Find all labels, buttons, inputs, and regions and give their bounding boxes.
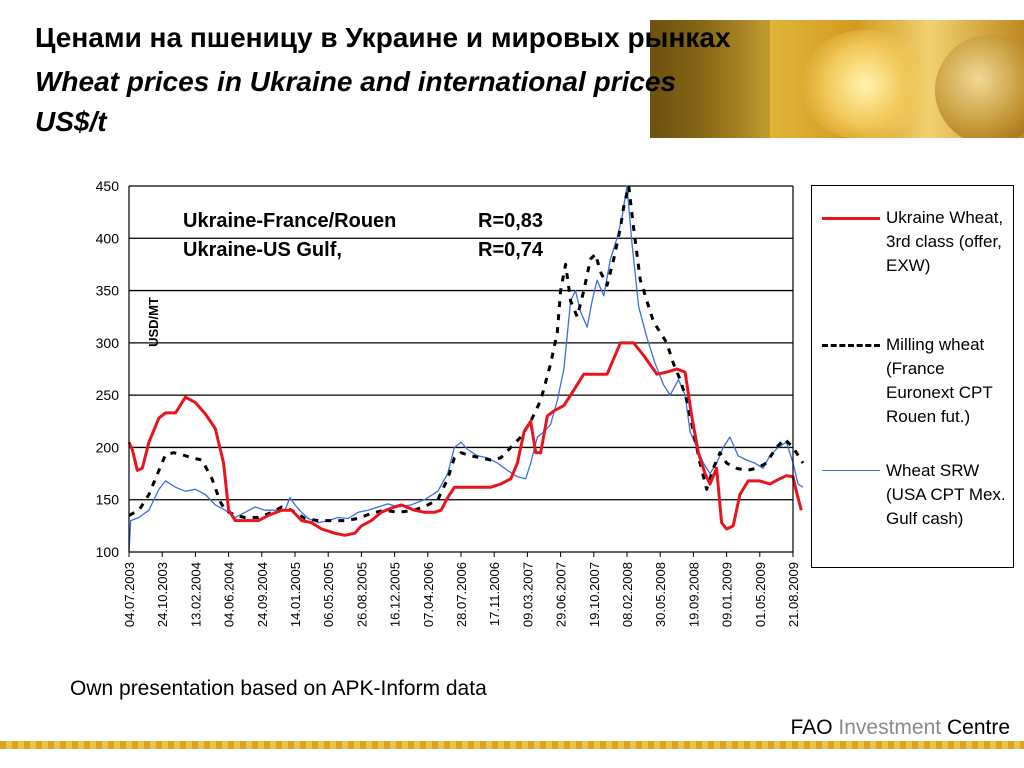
y-tick-label: 400 — [96, 230, 120, 246]
x-tick-label: 26.08.2005 — [354, 562, 369, 627]
x-tick-label: 14.01.2005 — [288, 562, 303, 627]
x-tick-label: 09.01.2009 — [720, 562, 735, 627]
y-tick-label: 200 — [96, 439, 120, 455]
legend-label-ukraine: Ukraine Wheat, 3rd class (offer, EXW) — [886, 208, 1004, 275]
x-tick-label: 24.10.2003 — [155, 562, 170, 627]
x-tick-label: 04.06.2004 — [222, 562, 237, 627]
footer-tail: Centre — [946, 716, 1010, 739]
x-tick-label: 19.09.2008 — [686, 562, 701, 627]
source-note: Own presentation based on APK-Inform dat… — [70, 677, 487, 700]
legend-swatch-france — [822, 344, 880, 347]
legend-swatch-ukraine — [822, 217, 880, 220]
x-tick-label: 08.02.2008 — [620, 562, 635, 627]
x-tick-label: 28.07.2006 — [454, 562, 469, 627]
y-tick-label: 250 — [96, 387, 120, 403]
annotation-label-0: Ukraine-France/Rouen — [183, 210, 396, 232]
chart-legend: Ukraine Wheat, 3rd class (offer, EXW) Mi… — [811, 185, 1014, 568]
annotation-value-0: R=0,83 — [478, 210, 543, 232]
x-tick-label: 16.12.2005 — [388, 562, 403, 627]
annotation-value-1: R=0,74 — [478, 239, 544, 261]
y-tick-label: 350 — [96, 283, 120, 299]
x-tick-label: 24.09.2004 — [255, 562, 270, 627]
footer-accent-word: Investment — [838, 716, 942, 739]
footer-bar — [0, 741, 1024, 749]
y-tick-label: 450 — [96, 178, 120, 194]
correlation-annotations: Ukraine-France/Rouen R=0,83 Ukraine-US Gul… — [183, 210, 544, 261]
title-unit: US$/t — [35, 106, 107, 137]
title-russian: Ценами на пшеницу в Украине и мировых ры… — [35, 22, 731, 53]
series-line-1 — [128, 184, 805, 523]
footer-brand: FAO Investment Centre — [791, 716, 1010, 740]
x-tick-label: 06.05.2005 — [321, 562, 336, 627]
axes — [128, 186, 794, 557]
x-tick-label: 17.11.2006 — [487, 562, 502, 626]
legend-label-france: Milling wheat (France Euronext CPT Rouen… — [886, 335, 993, 426]
title-english: Wheat prices in Ukraine and internationa… — [35, 66, 677, 97]
x-tick-label: 30.05.2008 — [653, 562, 668, 627]
x-tick-label: 07.04.2006 — [421, 562, 436, 627]
x-tick-label: 21.08.2009 — [786, 562, 801, 627]
series-lines — [127, 184, 805, 553]
y-tick-label: 300 — [96, 335, 120, 351]
series-line-0 — [127, 341, 803, 537]
tick-labels: 100 150 200 250 300 350 400 450 04.07.2003 24.10.… — [96, 178, 801, 627]
header-photo — [650, 20, 1024, 138]
y-tick-label: 100 — [96, 544, 120, 560]
x-tick-label: 29.06.2007 — [554, 562, 569, 627]
legend-swatch-us-gulf — [822, 470, 880, 471]
annotation-label-1: Ukraine-US Gulf, — [183, 239, 342, 261]
x-tick-label: 19.10.2007 — [587, 562, 602, 627]
x-tick-label: 13.02.2004 — [188, 562, 203, 627]
footer-org: FAO — [790, 716, 833, 739]
y-axis-label: USD/MT — [146, 297, 161, 347]
y-tick-label: 150 — [96, 492, 120, 508]
x-tick-label: 04.07.2003 — [122, 562, 137, 627]
legend-label-us-gulf: Wheat SRW (USA CPT Mex. Gulf cash) — [886, 461, 1006, 528]
x-tick-label: 01.05.2009 — [753, 562, 768, 627]
x-tick-label: 09.03.2007 — [520, 562, 535, 627]
